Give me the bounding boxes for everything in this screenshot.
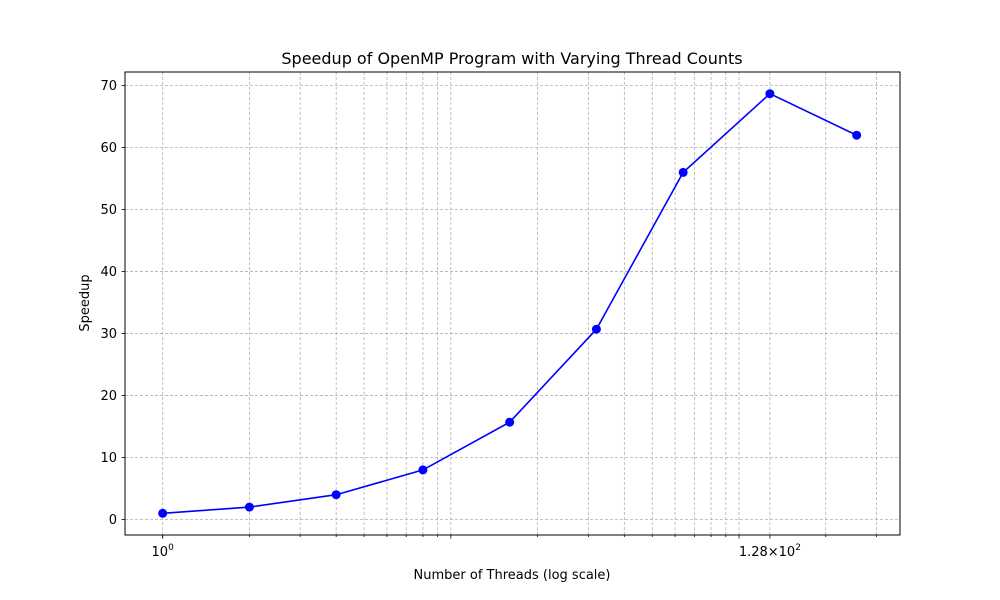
y-tick-label: 10: [100, 451, 117, 466]
data-point: [678, 167, 688, 177]
x-axis-label: Number of Threads (log scale): [414, 568, 611, 583]
data-point: [418, 465, 428, 475]
y-axis-label: Speedup: [78, 274, 93, 331]
tick-layer: 100 1.28×102 0 10 20 30 40 50 60 70: [100, 79, 877, 560]
x-tick-label: 1.28×102: [739, 543, 801, 560]
data-point: [591, 324, 601, 334]
y-tick-label: 50: [100, 203, 117, 218]
data-point: [765, 89, 775, 99]
y-tick-label: 30: [100, 327, 117, 342]
data-point: [852, 130, 862, 140]
chart-title: Speedup of OpenMP Program with Varying T…: [281, 49, 742, 68]
series-line: [162, 92, 857, 515]
y-tick-label: 70: [100, 79, 117, 94]
data-point: [244, 502, 254, 512]
x-tick-label: 100: [152, 543, 175, 560]
y-tick-label: 60: [100, 141, 117, 156]
grid-layer: [125, 72, 900, 535]
y-tick-label: 20: [100, 389, 117, 404]
y-tick-label: 0: [109, 513, 117, 528]
data-point: [505, 417, 515, 427]
y-tick-label: 40: [100, 265, 117, 280]
series-layer: [158, 89, 862, 518]
data-point: [158, 508, 168, 518]
data-point: [331, 490, 341, 500]
plot-frame: [124, 71, 901, 536]
